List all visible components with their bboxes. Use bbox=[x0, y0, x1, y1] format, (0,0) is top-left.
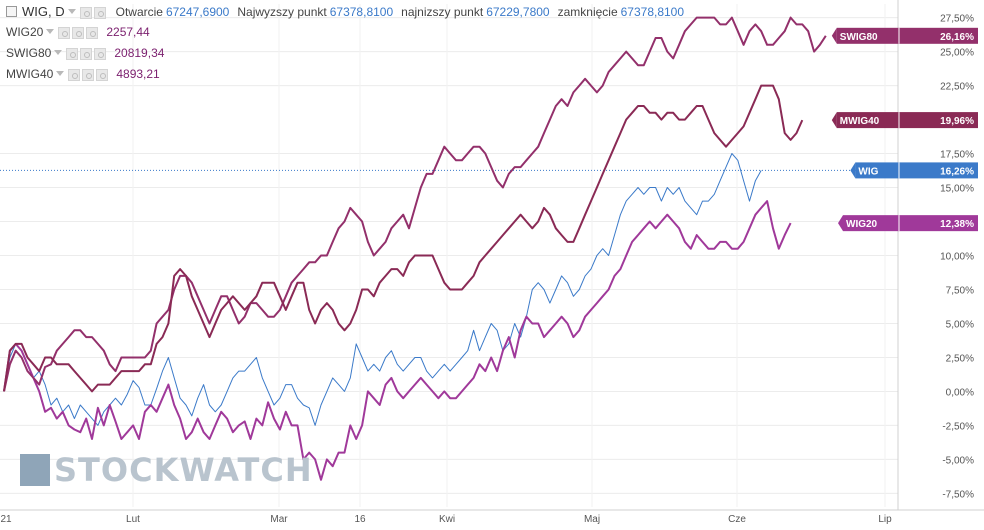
legend-row-mwig40: MWIG40 4893,21 bbox=[6, 66, 160, 82]
x-tick-label: Kwi bbox=[439, 514, 455, 525]
eye-icon[interactable] bbox=[68, 68, 81, 81]
close-icon[interactable] bbox=[94, 47, 107, 60]
watermark-text: STOCKWATCH bbox=[54, 451, 313, 489]
end-label-wig: WIG 16,26% bbox=[850, 162, 978, 179]
x-tick-label: Maj bbox=[584, 514, 600, 525]
end-label-value: 16,26% bbox=[940, 166, 974, 177]
end-label-name: WIG20 bbox=[846, 219, 878, 230]
end-label-value: 12,38% bbox=[940, 219, 974, 230]
chevron-down-icon[interactable] bbox=[56, 71, 65, 77]
settings-icon[interactable] bbox=[72, 26, 85, 39]
chevron-down-icon[interactable] bbox=[67, 9, 76, 15]
y-tick-label: 5,00% bbox=[946, 319, 974, 330]
y-tick-label: -5,00% bbox=[942, 455, 974, 466]
end-label-swig80: SWIG80 26,16% bbox=[831, 27, 978, 44]
series-line-mwig40 bbox=[3, 84, 804, 393]
x-tick-label: Lut bbox=[126, 514, 140, 525]
open-value: 67247,6900 bbox=[165, 5, 230, 19]
legend-value: 20819,34 bbox=[114, 46, 165, 60]
end-label-value: 19,96% bbox=[940, 116, 974, 127]
x-tick-label: 21 bbox=[0, 514, 12, 525]
end-label-pointer bbox=[838, 215, 843, 232]
y-tick-label: 15,00% bbox=[940, 184, 974, 195]
end-label-value: 26,16% bbox=[940, 32, 974, 43]
end-label-name: SWIG80 bbox=[840, 32, 878, 43]
legend-row-swig80: SWIG80 20819,34 bbox=[6, 45, 164, 61]
chevron-down-icon[interactable] bbox=[54, 50, 63, 56]
y-tick-label: 17,50% bbox=[940, 150, 974, 161]
settings-icon[interactable] bbox=[82, 68, 95, 81]
low-value: 67229,7800 bbox=[486, 5, 550, 19]
x-tick-label: Cze bbox=[728, 514, 746, 525]
end-label-bg bbox=[855, 162, 978, 179]
series-line-wig bbox=[3, 153, 762, 426]
main-symbol[interactable]: WIG, D bbox=[22, 4, 65, 19]
legend-row-wig20: WIG20 2257,44 bbox=[6, 24, 150, 40]
open-label: Otwarcie bbox=[115, 5, 163, 19]
close-icon[interactable] bbox=[86, 26, 99, 39]
x-tick-label: 16 bbox=[354, 514, 366, 525]
y-tick-label: 25,00% bbox=[940, 48, 974, 59]
settings-icon[interactable] bbox=[93, 6, 106, 19]
eye-icon[interactable] bbox=[66, 47, 79, 60]
close-value: 67378,8100 bbox=[620, 5, 685, 19]
main-series-row: WIG, D Otwarcie 67247,6900 Najwyzszy punkt 6… bbox=[6, 4, 684, 20]
chevron-down-icon[interactable] bbox=[46, 29, 55, 35]
low-label: najnizszy punkt bbox=[401, 5, 484, 19]
y-tick-label: 7,50% bbox=[946, 285, 974, 296]
high-value: 67378,8100 bbox=[329, 5, 394, 19]
end-label-pointer bbox=[850, 162, 856, 179]
legend-name[interactable]: SWIG80 bbox=[6, 46, 52, 60]
end-label-bg bbox=[836, 27, 978, 44]
settings-icon[interactable] bbox=[80, 47, 93, 60]
y-tick-label: 22,50% bbox=[940, 82, 974, 93]
end-label-bg bbox=[843, 215, 978, 232]
end-label-wig20: WIG20 12,38% bbox=[838, 215, 978, 232]
close-icon[interactable] bbox=[96, 68, 109, 81]
high-label: Najwyzszy punkt bbox=[237, 5, 327, 19]
watermark: STOCKWATCH bbox=[20, 452, 313, 488]
legend-name[interactable]: WIG20 bbox=[6, 25, 44, 39]
series-line-wig20 bbox=[3, 200, 792, 481]
y-tick-label: 0,00% bbox=[946, 387, 974, 398]
y-tick-label: -7,50% bbox=[942, 489, 974, 500]
series-line-swig80 bbox=[3, 16, 827, 392]
y-tick-label: 2,50% bbox=[946, 353, 974, 364]
end-label-bg bbox=[836, 112, 978, 129]
x-tick-label: Lip bbox=[878, 514, 892, 525]
eye-icon[interactable] bbox=[79, 6, 92, 19]
legend-value: 2257,44 bbox=[106, 25, 150, 39]
end-label-name: WIG bbox=[858, 166, 878, 177]
bar-chart-logo-icon bbox=[20, 454, 50, 486]
legend-value: 4893,21 bbox=[116, 67, 160, 81]
legend-name[interactable]: MWIG40 bbox=[6, 67, 54, 81]
end-label-pointer bbox=[831, 112, 837, 129]
y-tick-label: 27,50% bbox=[940, 14, 974, 25]
end-label-name: MWIG40 bbox=[840, 116, 880, 127]
y-tick-label: 10,00% bbox=[940, 252, 974, 263]
close-label: zamknięcie bbox=[557, 5, 618, 19]
eye-icon[interactable] bbox=[58, 26, 71, 39]
series-toggle-icon[interactable] bbox=[6, 6, 17, 18]
x-tick-label: Mar bbox=[270, 514, 288, 525]
end-label-mwig40: MWIG40 19,96% bbox=[831, 112, 978, 129]
y-tick-label: -2,50% bbox=[942, 421, 974, 432]
end-label-pointer bbox=[831, 27, 837, 44]
